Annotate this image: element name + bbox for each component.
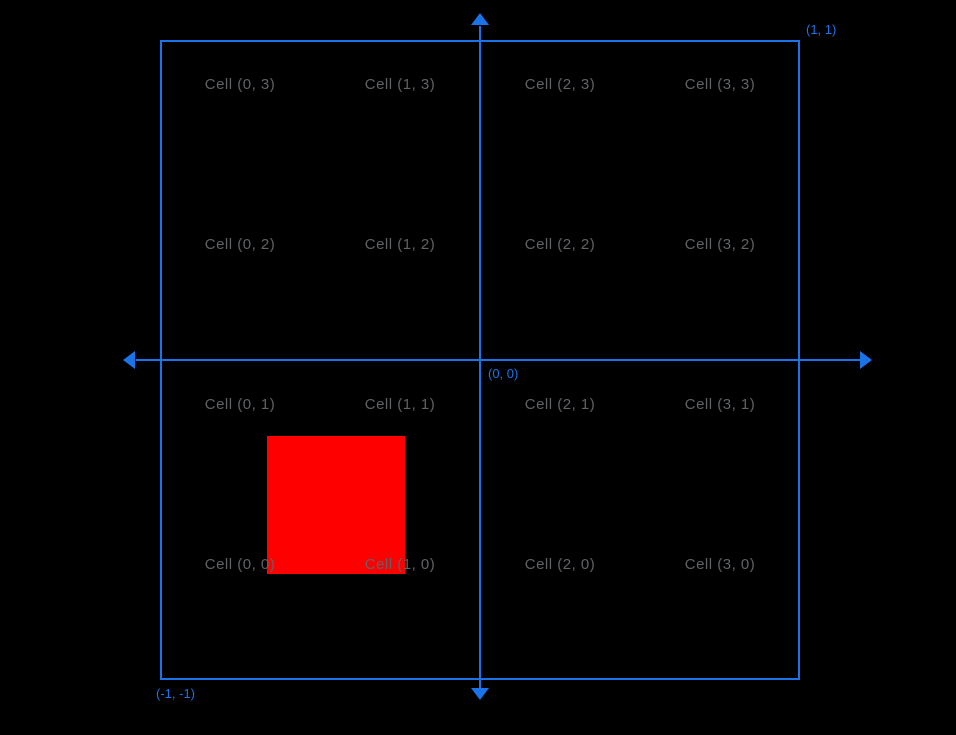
y-axis-line: [479, 26, 481, 688]
diagram-stage: Cell (0, 0) Cell (1, 0) Cell (2, 0) Cell (3…: [0, 0, 956, 735]
cell-label: Cell (0, 2): [205, 236, 276, 253]
corner-label-bottom-left: (-1, -1): [156, 686, 195, 701]
cell-label: Cell (1, 0): [365, 556, 436, 573]
cell-label: Cell (0, 3): [205, 76, 276, 93]
x-axis-arrow-left: [123, 351, 135, 369]
y-axis-arrow-down: [471, 688, 489, 700]
highlight-square: [267, 436, 405, 574]
cell-label: Cell (3, 3): [685, 76, 756, 93]
cell-label: Cell (1, 2): [365, 236, 436, 253]
cell-label: Cell (2, 0): [525, 556, 596, 573]
cell-label: Cell (3, 0): [685, 556, 756, 573]
x-axis-line: [136, 359, 860, 361]
corner-label-top-right: (1, 1): [806, 22, 836, 37]
origin-label: (0, 0): [488, 366, 518, 381]
cell-label: Cell (0, 0): [205, 556, 276, 573]
cell-label: Cell (1, 1): [365, 396, 436, 413]
cell-label: Cell (0, 1): [205, 396, 276, 413]
y-axis-arrow-up: [471, 13, 489, 25]
cell-label: Cell (1, 3): [365, 76, 436, 93]
cell-label: Cell (2, 3): [525, 76, 596, 93]
cell-label: Cell (3, 1): [685, 396, 756, 413]
x-axis-arrow-right: [860, 351, 872, 369]
cell-label: Cell (2, 2): [525, 236, 596, 253]
cell-label: Cell (2, 1): [525, 396, 596, 413]
cell-label: Cell (3, 2): [685, 236, 756, 253]
